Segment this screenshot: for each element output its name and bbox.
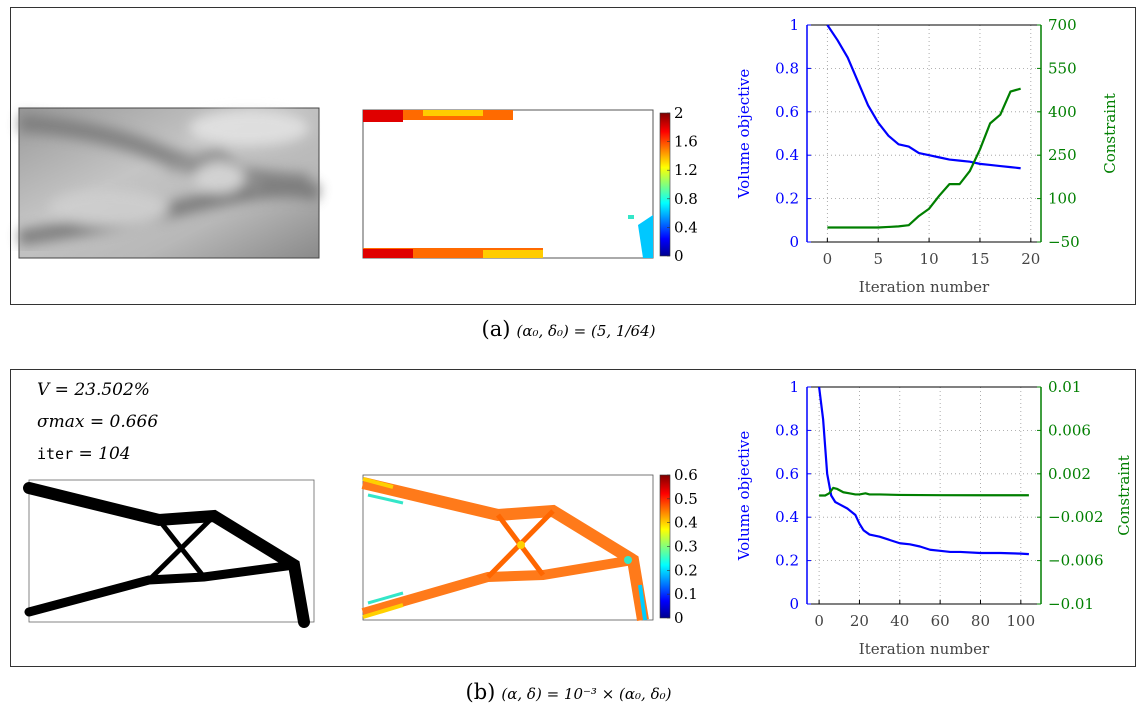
caption-b-math: (α, δ) = 10⁻³ × (α₀, δ₀): [501, 685, 672, 703]
chart-a-xlabel: Iteration number: [859, 278, 990, 296]
truss-image-b: [23, 479, 315, 628]
chart-a-y2tick-label: 400: [1048, 103, 1077, 121]
chart-a-ytick-label: 0.6: [775, 103, 799, 121]
colorbar-a-tick-label: 2: [674, 104, 684, 122]
chart-a-y2tick-label: 100: [1048, 190, 1077, 208]
chart-b-ylabel: Volume objective: [735, 431, 753, 562]
density-image-a: [17, 107, 321, 259]
sigma-stat: σmax = 0.666: [37, 412, 159, 432]
chart-a-ytick-label: 1: [789, 16, 799, 34]
colorbar-b-tick-label: 0.3: [674, 538, 698, 556]
chart-a-xtick-label: 0: [823, 250, 833, 268]
chart-b-xtick-label: 20: [850, 612, 869, 630]
colorbar-b-tick-label: 0: [674, 609, 684, 627]
colorbar-a-tick-label: 1.6: [674, 133, 698, 151]
chart-b-xtick-label: 40: [890, 612, 909, 630]
chart-a-y2label: Constraint: [1101, 93, 1119, 174]
panel-b: V = 23.502% σmax = 0.666 iter = 104: [10, 369, 1136, 667]
chart-b-ytick-label: 0.8: [775, 421, 799, 439]
chart-a-volume-line: [826, 24, 1021, 170]
chart-b-y2tick-label: 0.002: [1048, 465, 1091, 483]
colorbar-a-tick-label: 1.2: [674, 161, 698, 179]
chart-a-constraint-line: [827, 87, 1021, 229]
chart-b-y2tick-label: −0.006: [1048, 552, 1104, 570]
stress-map-b: [361, 474, 654, 621]
caption-b-label: (b): [465, 680, 496, 704]
chart-b-volume-line: [818, 386, 1029, 556]
colorbar-a-tick-label: 0.4: [674, 218, 698, 236]
stress-map-a: [362, 109, 654, 259]
chart-b-xtick-label: 100: [1007, 612, 1036, 630]
chart-b-ytick-label: 1: [789, 378, 799, 396]
colorbar-b: 0.6 0.5 0.4 0.3 0.2 0.1 0: [659, 466, 698, 627]
colorbar-b-tick-label: 0.6: [674, 466, 698, 484]
colorbar-b-tick-label: 0.2: [674, 561, 698, 579]
iter-stat: iter = 104: [37, 444, 131, 464]
chart-a-xtick-label: 20: [1021, 250, 1040, 268]
chart-a-xtick-label: 10: [920, 250, 939, 268]
chart-b-ytick-label: 0.4: [775, 508, 799, 526]
chart-b-xlabel: Iteration number: [859, 640, 990, 658]
panel-a: 2 1.6 1.2 0.8 0.4 0 0 5 10 15 20 0 0.2 0.4 0.6 0.8 1 −50…: [10, 7, 1136, 305]
chart-a-ylabel: Volume objective: [735, 69, 753, 200]
iter-value: = 104: [78, 444, 131, 464]
convergence-chart-b: 0 20 40 60 80 100 0 0.2 0.4 0.6 0.8 1 −0.01 −0.006 −0.…: [735, 378, 1133, 658]
colorbar-a-tick-label: 0: [674, 247, 684, 265]
colorbar-b-tick-label: 0.1: [674, 585, 698, 603]
colorbar-b-tick-label: 0.5: [674, 490, 698, 508]
colorbar-a: 2 1.6 1.2 0.8 0.4 0: [659, 104, 698, 265]
convergence-chart-a: 0 5 10 15 20 0 0.2 0.4 0.6 0.8 1 −50 100 250 400 550 700…: [735, 16, 1119, 296]
colorbar-a-tick-label: 0.8: [674, 190, 698, 208]
chart-a-y2tick-label: 550: [1048, 59, 1077, 77]
chart-b-ytick-label: 0: [789, 595, 799, 613]
chart-b-y2tick-label: 0.006: [1048, 421, 1091, 439]
chart-b-xtick-label: 0: [814, 612, 824, 630]
chart-a-ytick-label: 0: [789, 233, 799, 251]
chart-b-ytick-label: 0.6: [775, 465, 799, 483]
caption-a-math: (α₀, δ₀) = (5, 1/64): [516, 322, 656, 340]
chart-b-y2label: Constraint: [1115, 455, 1133, 536]
chart-a-y2tick-label: −50: [1048, 233, 1080, 251]
chart-b-constraint-line: [819, 486, 1029, 497]
caption-a: (a) (α₀, δ₀) = (5, 1/64): [0, 317, 1137, 341]
chart-b-y2tick-label: −0.002: [1048, 508, 1104, 526]
iter-keyword: iter: [37, 445, 74, 463]
colorbar-b-tick-label: 0.4: [674, 514, 698, 532]
chart-b-ytick-label: 0.2: [775, 552, 799, 570]
chart-a-ytick-label: 0.4: [775, 146, 799, 164]
chart-a-ytick-label: 0.2: [775, 190, 799, 208]
chart-b-y2tick-label: −0.01: [1048, 595, 1094, 613]
chart-a-xtick-label: 15: [970, 250, 989, 268]
chart-b-y2tick-label: 0.01: [1048, 378, 1081, 396]
chart-a-xtick-label: 5: [873, 250, 883, 268]
chart-b-xtick-label: 80: [971, 612, 990, 630]
chart-b-xtick-label: 60: [931, 612, 950, 630]
chart-a-y2tick-label: 700: [1048, 16, 1077, 34]
volume-stat: V = 23.502%: [37, 380, 150, 400]
caption-b: (b) (α, δ) = 10⁻³ × (α₀, δ₀): [0, 680, 1137, 704]
caption-a-label: (a): [481, 317, 511, 341]
chart-a-y2tick-label: 250: [1048, 146, 1077, 164]
chart-a-ytick-label: 0.8: [775, 59, 799, 77]
